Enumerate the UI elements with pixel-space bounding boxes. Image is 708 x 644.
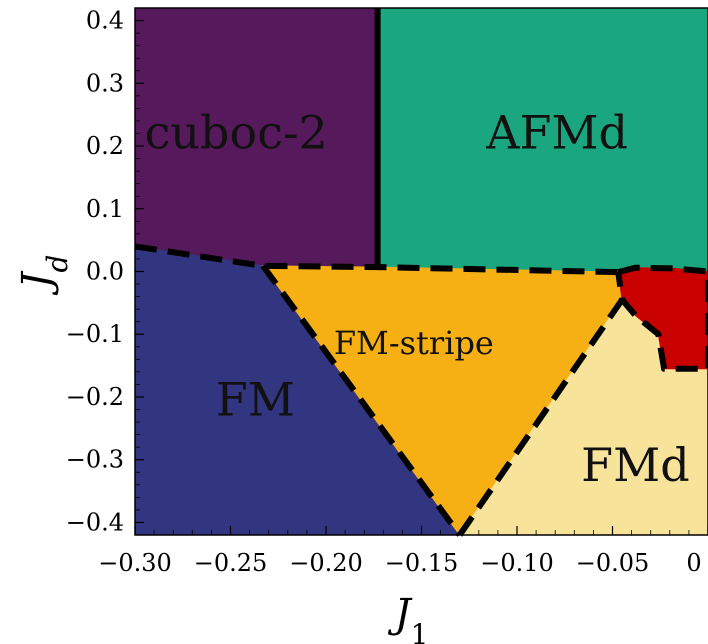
x-tick-label: −0.25: [194, 549, 268, 577]
y-tick-label: −0.3: [66, 446, 124, 474]
y-tick-label: 0.2: [86, 132, 124, 160]
y-axis-title: Jd: [14, 255, 74, 296]
y-tick-label: −0.4: [66, 508, 124, 536]
y-tick-label: 0.1: [86, 195, 124, 223]
x-tick-label: −0.30: [98, 549, 172, 577]
axis-ticks: −0.30 −0.25 −0.20 −0.15 −0.10 −0.05 0 0.4 0.3 0.2…: [66, 7, 708, 577]
phase-boundary-dashed: [615, 264, 708, 372]
x-tick-label: −0.05: [576, 549, 650, 577]
phase-boundary-dashed: [457, 297, 625, 537]
region-labels: cuboc-2 AFMd FM FM-stripe FMd: [145, 106, 690, 493]
phase-boundary-dashed: [260, 264, 463, 537]
x-tick-label: −0.10: [480, 549, 554, 577]
region-label-fm: FM: [216, 372, 295, 426]
region-label-cuboc-2: cuboc-2: [145, 106, 328, 160]
x-tick-label: 0: [686, 549, 701, 577]
y-tick-label: 0.4: [86, 7, 124, 35]
phase-boundaries: [134, 8, 708, 537]
y-tick-label: −0.1: [66, 320, 124, 348]
region-label-afmd: AFMd: [485, 106, 628, 160]
x-tick-label: −0.15: [385, 549, 459, 577]
phase-regions: [134, 7, 708, 536]
y-tick-label: −0.2: [66, 383, 124, 411]
y-tick-label: 0.3: [86, 69, 124, 97]
y-tick-label: 0.0: [86, 258, 124, 286]
phase-boundary-dashed: [134, 243, 619, 276]
x-axis-title: J1: [388, 591, 429, 644]
x-tick-label: −0.20: [289, 549, 363, 577]
region-label-fmd: FMd: [581, 438, 689, 492]
region-label-fm-stripe: FM-stripe: [334, 324, 494, 362]
